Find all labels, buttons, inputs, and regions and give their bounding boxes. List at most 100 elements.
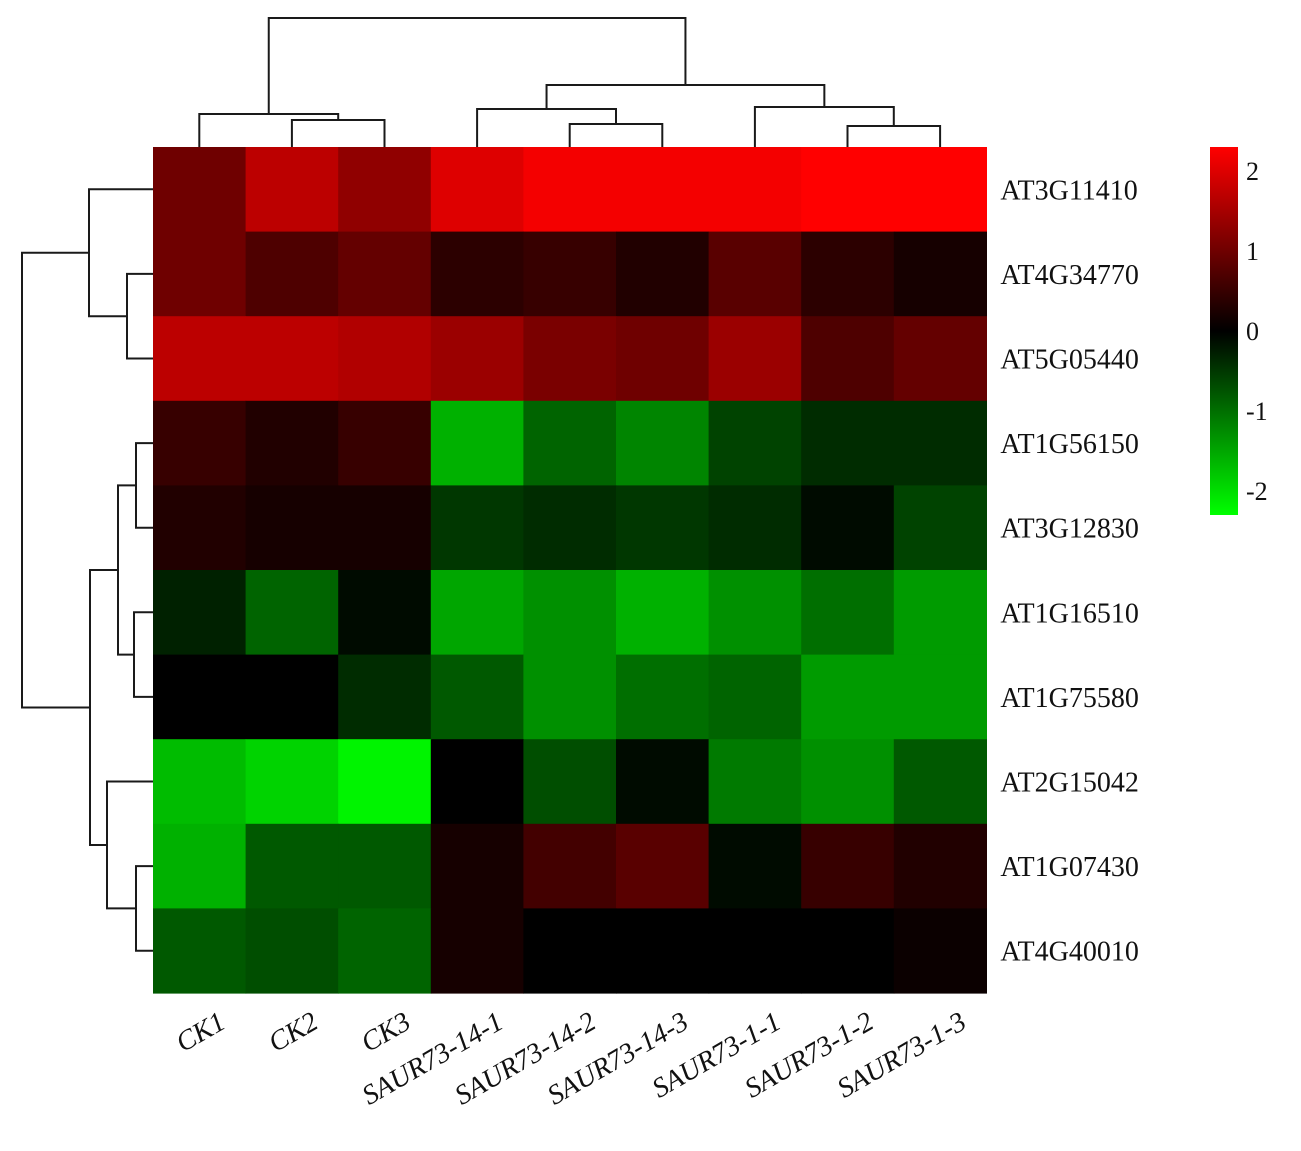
dendrogram-link bbox=[135, 865, 153, 952]
color-scale-tick-label: 1 bbox=[1246, 237, 1259, 266]
heatmap-cells bbox=[153, 147, 987, 994]
heatmap-cell bbox=[523, 231, 617, 317]
heatmap-cell bbox=[338, 654, 432, 740]
heatmap-cell bbox=[153, 739, 247, 825]
color-scale-tick-label: -1 bbox=[1246, 397, 1268, 426]
heatmap-cell bbox=[708, 400, 802, 486]
heatmap-cell bbox=[616, 908, 710, 994]
heatmap-cell bbox=[893, 147, 987, 233]
heatmap-cell bbox=[245, 570, 339, 656]
column-label: CK3 bbox=[356, 1006, 416, 1059]
row-label: AT2G15042 bbox=[1000, 768, 1138, 799]
dendrogram-link bbox=[267, 17, 687, 114]
dendrogram-link bbox=[198, 113, 340, 147]
heatmap-cell bbox=[801, 823, 895, 909]
heatmap-cell bbox=[801, 908, 895, 994]
heatmap-cell bbox=[338, 908, 432, 994]
heatmap-cell bbox=[801, 400, 895, 486]
heatmap-cell bbox=[153, 231, 247, 317]
heatmap-cell bbox=[708, 739, 802, 825]
heatmap-cell bbox=[708, 823, 802, 909]
heatmap-cell bbox=[801, 316, 895, 402]
heatmap-cell bbox=[523, 570, 617, 656]
dendrogram-link bbox=[126, 272, 153, 360]
dendrogram-link bbox=[545, 84, 826, 109]
heatmap-cell bbox=[245, 231, 339, 317]
heatmap-cell bbox=[616, 739, 710, 825]
heatmap-cell bbox=[616, 823, 710, 909]
dendrogram-link bbox=[476, 108, 617, 147]
heatmap-cell bbox=[430, 485, 524, 571]
column-label: CK2 bbox=[263, 1006, 323, 1059]
dendrogram-link bbox=[133, 611, 153, 698]
heatmap-cell bbox=[153, 908, 247, 994]
heatmap-cell bbox=[245, 400, 339, 486]
heatmap-cell bbox=[616, 316, 710, 402]
heatmap-cell bbox=[616, 231, 710, 317]
dendrogram-link bbox=[846, 125, 942, 147]
heatmap-cell bbox=[616, 654, 710, 740]
heatmap-cell bbox=[430, 400, 524, 486]
heatmap-cell bbox=[893, 485, 987, 571]
heatmap-cell bbox=[616, 570, 710, 656]
dendrogram-link bbox=[135, 442, 153, 529]
row-label: AT1G16510 bbox=[1000, 598, 1138, 629]
heatmap-cell bbox=[338, 147, 432, 233]
heatmap-cell bbox=[153, 400, 247, 486]
heatmap-cell bbox=[708, 654, 802, 740]
heatmap-cell bbox=[893, 823, 987, 909]
heatmap-cell bbox=[708, 908, 802, 994]
heatmap-cell bbox=[801, 570, 895, 656]
row-labels: AT3G11410 AT4G34770 AT5G05440 AT1G56150 AT3G… bbox=[1000, 175, 1138, 967]
heatmap-cell bbox=[153, 654, 247, 740]
heatmap-cell bbox=[245, 823, 339, 909]
heatmap-cell bbox=[338, 739, 432, 825]
row-label: AT3G11410 bbox=[1000, 175, 1137, 206]
heatmap-cell bbox=[616, 147, 710, 233]
heatmap-cell bbox=[153, 570, 247, 656]
heatmap-cell bbox=[523, 908, 617, 994]
heatmap-cell bbox=[801, 485, 895, 571]
row-label: AT5G05440 bbox=[1000, 345, 1138, 376]
heatmap-cell bbox=[801, 147, 895, 233]
row-label: AT4G40010 bbox=[1000, 937, 1138, 968]
heatmap-cell bbox=[893, 231, 987, 317]
row-label: AT1G07430 bbox=[1000, 852, 1138, 883]
heatmap-cell bbox=[338, 231, 432, 317]
heatmap-cell bbox=[523, 739, 617, 825]
heatmap-cell bbox=[523, 654, 617, 740]
color-scale-tick-label: 2 bbox=[1246, 157, 1259, 186]
dendrogram-link bbox=[568, 123, 664, 147]
column-label: CK1 bbox=[171, 1006, 231, 1059]
column-labels: CK1 CK2 CK3SAUR73-14-1SAUR73-14-2SAUR73-14… bbox=[171, 1006, 972, 1111]
heatmap-cell bbox=[708, 570, 802, 656]
color-scale-tick-label: 0 bbox=[1246, 317, 1259, 346]
heatmap-cell bbox=[245, 485, 339, 571]
dendrogram-link bbox=[290, 119, 386, 147]
heatmap-cell bbox=[708, 147, 802, 233]
row-label: AT3G12830 bbox=[1000, 514, 1138, 545]
heatmap-cell bbox=[893, 400, 987, 486]
heatmap-cell bbox=[893, 570, 987, 656]
heatmap-cell bbox=[430, 739, 524, 825]
heatmap-cell bbox=[430, 570, 524, 656]
heatmap-cell bbox=[338, 823, 432, 909]
heatmap-cell bbox=[430, 908, 524, 994]
heatmap-cell bbox=[893, 316, 987, 402]
dendrogram-link bbox=[106, 780, 153, 910]
heatmap-cell bbox=[245, 654, 339, 740]
heatmap-cell bbox=[245, 739, 339, 825]
row-label: AT1G75580 bbox=[1000, 683, 1138, 714]
heatmap-cell bbox=[523, 823, 617, 909]
heatmap-cell bbox=[430, 316, 524, 402]
heatmap-cell bbox=[430, 231, 524, 317]
heatmap-cell bbox=[523, 147, 617, 233]
heatmap-cell bbox=[708, 231, 802, 317]
heatmap-cell bbox=[338, 400, 432, 486]
heatmap-cell bbox=[708, 485, 802, 571]
heatmap-cell bbox=[338, 570, 432, 656]
dendrogram-link bbox=[88, 188, 153, 318]
heatmap-cell bbox=[523, 485, 617, 571]
